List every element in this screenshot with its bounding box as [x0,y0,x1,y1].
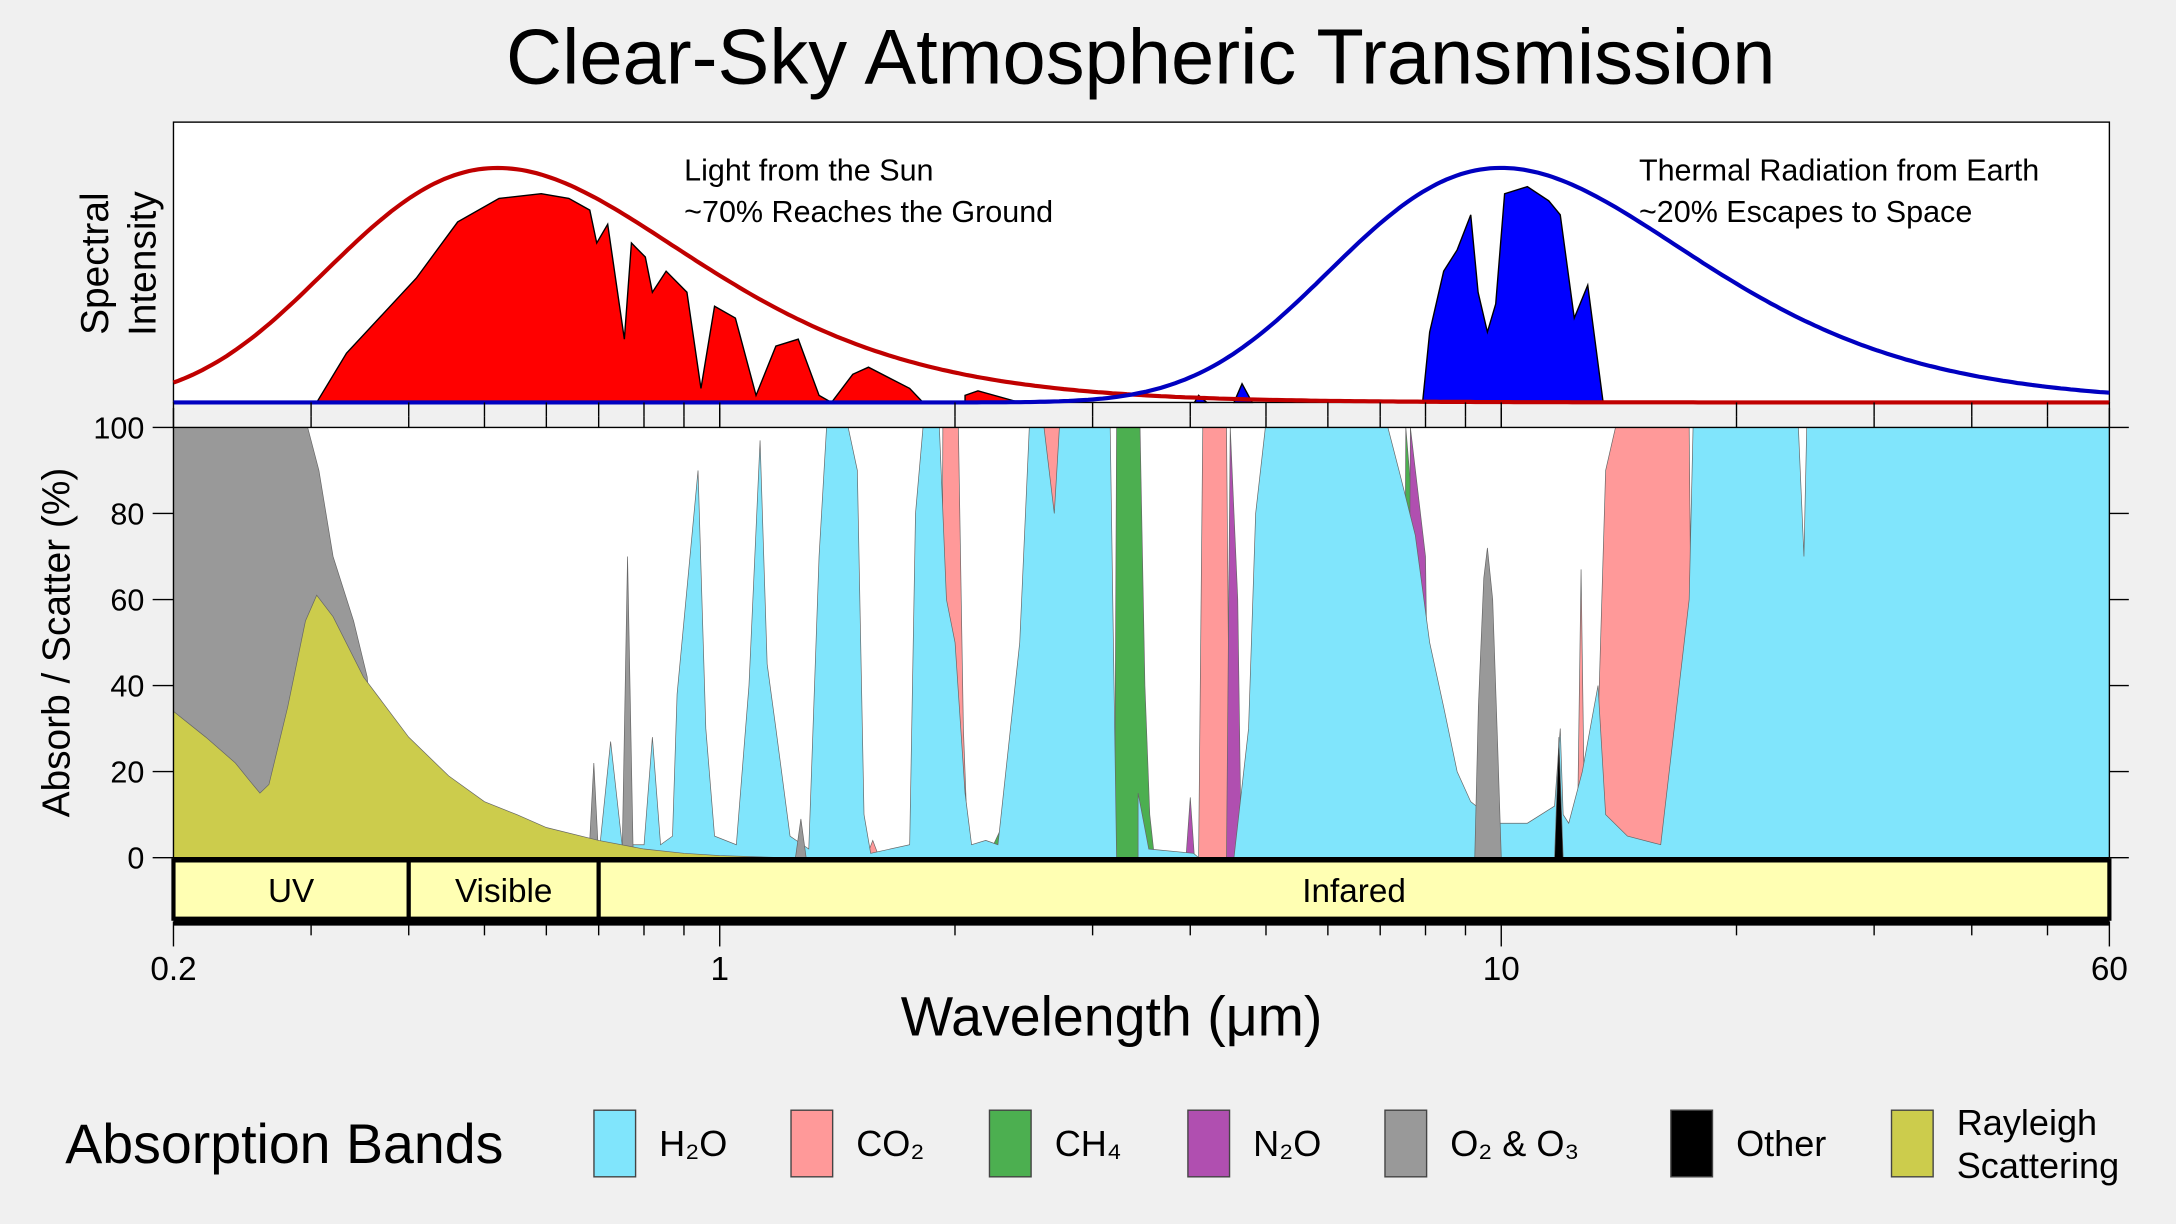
legend-item: CH₄ [988,1109,1122,1178]
legend-swatch [1890,1109,1934,1178]
top-ylabel-line1: Spectral [74,192,117,335]
legend-label: O₂ & O₃ [1450,1123,1579,1164]
absorption-area-rayleigh-scattering [173,594,782,858]
legend-item: CO₂ [790,1109,924,1178]
legend-label: Rayleigh [1957,1102,2097,1143]
legend-label: N₂O [1253,1123,1321,1164]
x-tick-label: 60 [2091,951,2128,988]
chart-title: Clear-Sky Atmospheric Transmission [506,14,1776,100]
legend-swatch [1187,1109,1231,1178]
x-axis-label: Wavelength (μm) [901,985,1323,1047]
sun-blackbody-curve [172,165,2110,405]
legend-label: CO₂ [856,1123,924,1164]
y-tick-label: 40 [110,670,144,704]
legend-item: N₂O [1187,1109,1321,1178]
region-label: UV [268,873,315,910]
legend-label: H₂O [659,1123,727,1164]
absorption-areas [173,427,2110,858]
y-tick-label: 80 [110,498,144,532]
y-tick-label: 60 [110,584,144,618]
earth-annotation-line1: Thermal Radiation from Earth [1639,153,2039,187]
legend-swatch [593,1109,637,1178]
y-tick-label: 100 [93,412,144,446]
y-tick-label: 0 [127,842,144,876]
x-axis-ticks: 0.2 1 10 60 [150,402,2128,988]
sun-annotation-line1: Light from the Sun [684,153,933,187]
top-ylabel-line2: Intensity [121,191,164,336]
absorption-area-h-o [598,427,1117,858]
legend-swatch [1670,1109,1714,1178]
region-label: Infared [1302,873,1406,910]
earth-transmitted-area [1421,185,1604,404]
y-tick-label: 20 [110,756,144,790]
legend-swatch [988,1109,1032,1178]
legend-item: O₂ & O₃ [1384,1109,1579,1178]
x-tick-label: 1 [710,951,729,988]
x-tick-label: 10 [1483,951,1520,988]
absorption-area-h-o [1233,427,2110,858]
legend-swatch [790,1109,834,1178]
legend-item: Other [1670,1109,1826,1178]
legend-label: Scattering [1957,1145,2119,1186]
legend-item: H₂O [593,1109,727,1178]
x-tick-label: 0.2 [150,951,196,988]
legend-swatch [1384,1109,1428,1178]
earth-annotation-line2: ~20% Escapes to Space [1639,195,1972,229]
earth-blackbody-curve [173,165,2110,405]
sun-annotation-line2: ~70% Reaches the Ground [684,195,1053,229]
legend: H₂O CO₂ CH₄ N₂O O₂ & O₃ Other RayleighScatteri… [593,1102,2119,1186]
absorption-area-o-o- [1474,547,1502,858]
y-axis-ticks: 0 20 40 60 80 100 [93,412,2129,876]
legend-title: Absorption Bands [65,1113,503,1175]
legend-label: CH₄ [1055,1123,1122,1164]
sun-transmitted-area [315,193,925,404]
spectral-regions-bar: UV Visible Infared [171,856,2112,926]
absorption-area-co- [1198,427,1231,858]
bottom-ylabel: Absorb / Scatter (%) [35,468,78,818]
blackbody-curves [172,165,2110,405]
region-label: Visible [455,873,553,910]
legend-label: Other [1736,1123,1826,1164]
